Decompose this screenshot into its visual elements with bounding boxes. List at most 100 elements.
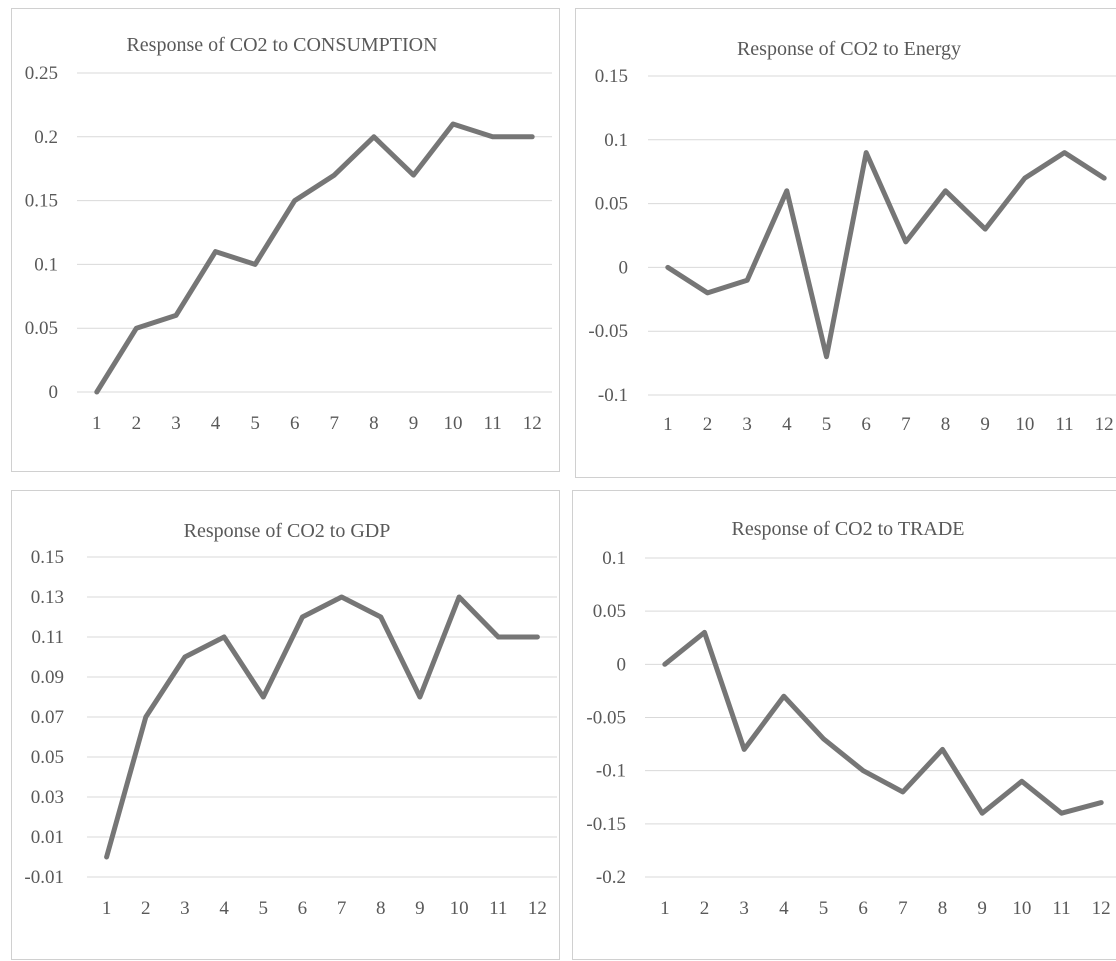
series-line [662,629,1104,816]
chart-title: Response of CO2 to Energy [737,38,961,60]
y-tick-label: 0 [49,382,59,403]
y-tick-label: 0.07 [31,707,64,728]
x-tick-label: 4 [782,414,792,435]
data-point [371,134,376,139]
y-tick-label: 0.05 [595,194,628,215]
data-point [861,768,866,773]
x-tick-label: 11 [1055,414,1073,435]
chart-title: Response of CO2 to CONSUMPTION [126,34,437,56]
x-tick-label: 3 [171,413,181,434]
x-tick-label: 7 [901,414,911,435]
x-tick-label: 2 [141,898,151,919]
data-point [1019,779,1024,784]
x-tick-label: 2 [132,413,142,434]
data-point [781,694,786,699]
data-point [1062,150,1067,155]
data-point [378,615,383,619]
x-tick-label: 12 [528,898,547,919]
chart-svg-consumption: Response of CO2 to CONSUMPTION 0.25 0.2 0.… [25,34,552,434]
series-line [104,594,540,860]
x-tick-label: 1 [663,414,673,435]
chart-panel-trade: Response of CO2 to TRADE 0.1 0.05 0 -0.05 -0… [572,490,1116,960]
chart-title: Response of CO2 to GDP [184,520,391,542]
x-tick-label: 10 [1015,414,1034,435]
y-tick-label: 0.15 [25,191,58,212]
data-point [94,390,99,394]
series-line [665,150,1107,360]
x-tick-label: 6 [290,413,300,434]
x-tick-label: 10 [444,413,463,434]
data-point [104,855,109,859]
y-tick-label: 0.15 [31,547,64,568]
y-tick-label: 0.13 [31,587,64,608]
x-tick-label: 6 [298,898,308,919]
x-tick-label: 2 [700,898,710,919]
x-tick-label: 10 [1012,898,1031,919]
x-tick-label: 3 [180,898,190,919]
x-tick-label: 12 [1092,898,1111,919]
data-point [940,747,945,752]
y-tick-label: -0.1 [598,385,628,406]
data-point [213,249,218,254]
data-point [900,789,905,794]
data-point [745,278,750,283]
y-tick-label: 0.2 [34,127,58,148]
data-point [662,662,667,667]
x-tick-label: 8 [938,898,948,919]
x-tick-label: 10 [450,898,469,919]
y-tick-label: 0.1 [602,548,626,569]
y-tick-label: -0.1 [596,761,626,782]
data-point [292,198,297,203]
x-tick-label: 9 [980,414,990,435]
y-tick-label: 0.03 [31,787,64,808]
data-point [530,134,535,139]
data-point [864,150,869,155]
data-point [222,635,227,639]
data-point [300,615,305,619]
x-tick-label: 3 [742,414,752,435]
data-point [821,736,826,741]
y-tick-label: 0.05 [31,747,64,768]
y-tick-label: -0.2 [596,867,626,888]
x-tick-label: 7 [337,898,347,919]
data-point [457,595,462,599]
x-tick-label: 5 [250,413,260,434]
y-tick-label: 0.15 [595,66,628,87]
series-line [94,121,535,395]
x-tick-label: 1 [660,898,670,919]
y-tick-label: 0.01 [31,827,64,848]
data-point [980,811,985,816]
y-tick-label: 0.05 [593,601,626,622]
data-point [451,122,456,127]
data-point [173,313,178,318]
chart-panel-gdp: Response of CO2 to GDP 0.15 0.13 0.11 0.09 0… [11,490,560,960]
data-point [983,227,988,232]
data-point [824,354,829,359]
data-point [1022,176,1027,181]
y-tick-label: 0 [617,654,627,675]
x-tick-label: 9 [409,413,419,434]
x-tick-label: 9 [415,898,425,919]
data-point [143,715,148,719]
x-tick-label: 1 [102,898,112,919]
y-tick-label: 0.1 [34,254,58,275]
chart-svg-trade: Response of CO2 to TRADE 0.1 0.05 0 -0.05 -0… [586,518,1116,919]
x-tick-label: 12 [1095,414,1114,435]
data-point [490,134,495,139]
y-tick-label: -0.15 [586,814,626,835]
x-tick-label: 5 [259,898,269,919]
x-tick-label: 4 [219,898,229,919]
data-point [339,595,344,599]
data-point [332,173,337,178]
chart-svg-gdp: Response of CO2 to GDP 0.15 0.13 0.11 0.09 0… [24,520,557,919]
y-tick-label: -0.05 [588,321,628,342]
data-point [665,265,670,270]
y-tick-label: -0.05 [586,708,626,729]
chart-svg-energy: Response of CO2 to Energy 0.15 0.1 0.05 0 -0… [588,38,1116,435]
y-tick-label: 0.09 [31,667,64,688]
chart-panel-energy: Response of CO2 to Energy 0.15 0.1 0.05 0 -0… [575,8,1116,478]
chart-panel-consumption: Response of CO2 to CONSUMPTION 0.25 0.2 0.… [11,8,560,472]
y-tick-label: 0.11 [31,627,64,648]
data-point [182,655,187,659]
chart-title: Response of CO2 to TRADE [732,518,965,540]
